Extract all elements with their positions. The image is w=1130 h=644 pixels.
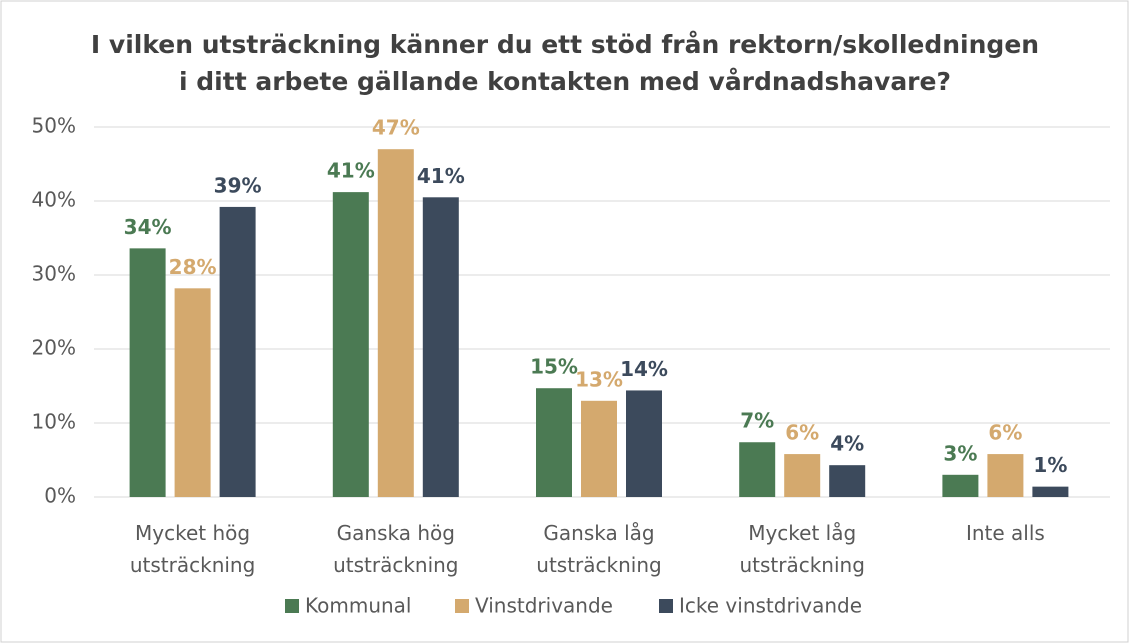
bar <box>422 197 459 498</box>
legend-label: Icke vinstdrivande <box>679 594 862 618</box>
y-tick-label: 30% <box>32 262 76 286</box>
y-tick-label: 20% <box>32 336 76 360</box>
data-label: 34% <box>124 215 172 239</box>
bar <box>129 248 166 497</box>
bar <box>219 206 256 498</box>
bar <box>174 288 211 497</box>
data-label: 28% <box>169 255 217 279</box>
data-label: 41% <box>417 164 465 188</box>
data-label: 6% <box>785 421 819 445</box>
chart-title: I vilken utsträckning känner du ett stöd… <box>91 30 1039 59</box>
data-label: 6% <box>988 421 1022 445</box>
bar <box>987 454 1024 497</box>
legend-label: Vinstdrivande <box>475 594 613 618</box>
bar <box>739 442 776 497</box>
bar <box>536 388 572 497</box>
x-tick-label: Ganska hög utsträckning <box>333 521 459 577</box>
data-label: 15% <box>530 355 578 379</box>
x-tick-label: Inte alls <box>965 521 1045 545</box>
bar <box>1032 486 1069 497</box>
y-tick-label: 40% <box>32 188 76 212</box>
data-label: 13% <box>575 367 623 391</box>
y-tick-label: 10% <box>32 410 76 434</box>
legend-swatch <box>659 599 673 613</box>
bar <box>377 149 414 497</box>
x-tick-label: Mycket hög utsträckning <box>129 521 256 577</box>
bar <box>829 465 866 497</box>
data-label: 14% <box>620 357 668 381</box>
bar <box>784 454 821 497</box>
y-tick-label: 50% <box>32 114 76 138</box>
legend-label: Kommunal <box>305 594 411 618</box>
bar <box>581 400 617 497</box>
data-label: 39% <box>214 173 262 197</box>
legend-swatch <box>455 599 469 613</box>
x-tick-label: Ganska låg utsträckning <box>536 521 662 577</box>
data-label: 41% <box>327 159 375 183</box>
data-label: 47% <box>372 116 420 140</box>
data-label: 1% <box>1033 453 1067 477</box>
x-tick-label: Mycket låg utsträckning <box>739 521 865 577</box>
data-label: 3% <box>943 441 977 465</box>
data-label: 7% <box>740 409 774 433</box>
bar <box>332 192 369 497</box>
chart-title: i ditt arbete gällande kontakten med vår… <box>179 67 951 96</box>
legend-swatch <box>285 599 299 613</box>
bar <box>626 390 662 497</box>
data-label: 4% <box>830 432 864 456</box>
bar <box>942 474 979 497</box>
y-tick-label: 0% <box>44 484 76 508</box>
